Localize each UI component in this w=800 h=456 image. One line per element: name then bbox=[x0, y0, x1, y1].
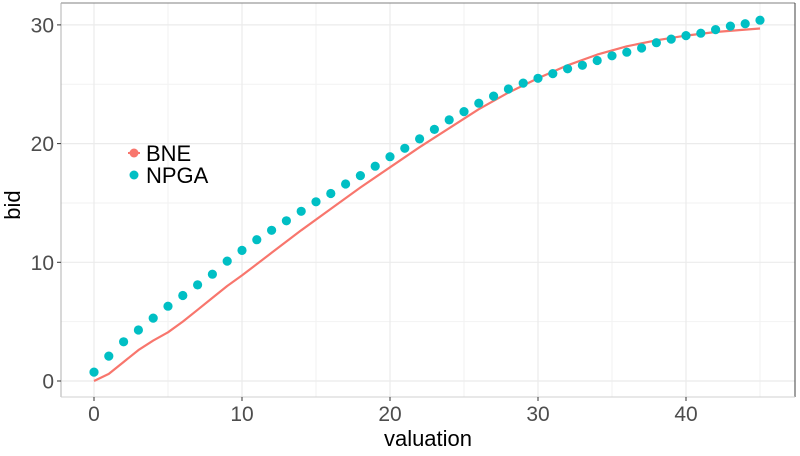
y-tick-label: 0 bbox=[42, 371, 54, 394]
npga-point bbox=[133, 325, 143, 335]
legend-label-npga: NPGA bbox=[146, 163, 209, 188]
npga-point bbox=[163, 301, 173, 311]
npga-point bbox=[370, 161, 380, 171]
npga-point bbox=[104, 351, 114, 361]
x-tick-label: 10 bbox=[230, 403, 253, 426]
npga-point bbox=[577, 60, 588, 70]
npga-point bbox=[607, 51, 617, 61]
npga-point bbox=[711, 25, 721, 35]
npga-point bbox=[459, 107, 469, 117]
npga-point bbox=[237, 245, 247, 255]
y-tick-label: 20 bbox=[31, 133, 54, 156]
npga-point bbox=[518, 78, 528, 88]
npga-point bbox=[444, 115, 454, 125]
y-axis-ticks: 0 10 20 30 bbox=[31, 14, 61, 394]
npga-point bbox=[385, 152, 395, 162]
y-tick-label: 30 bbox=[31, 14, 54, 37]
legend-key-npga-icon bbox=[129, 170, 139, 180]
legend-item-bne: BNE bbox=[128, 141, 191, 166]
legend: BNE NPGA bbox=[128, 141, 209, 188]
npga-point bbox=[222, 256, 232, 266]
npga-point bbox=[311, 197, 321, 207]
npga-series bbox=[89, 15, 765, 377]
x-tick-label: 30 bbox=[526, 403, 549, 426]
grid-major bbox=[61, 3, 795, 397]
legend-item-npga: NPGA bbox=[129, 163, 209, 188]
legend-label-bne: BNE bbox=[146, 141, 191, 166]
npga-point bbox=[503, 84, 513, 94]
bne-line bbox=[93, 27, 761, 382]
npga-point bbox=[178, 290, 188, 301]
npga-point bbox=[474, 98, 484, 108]
npga-point bbox=[148, 313, 158, 323]
npga-point bbox=[725, 21, 736, 31]
y-tick-label: 10 bbox=[31, 252, 54, 275]
plot-panel bbox=[61, 3, 795, 397]
npga-point bbox=[89, 367, 99, 377]
npga-point bbox=[429, 124, 439, 134]
npga-point bbox=[489, 91, 499, 101]
npga-point bbox=[563, 64, 573, 74]
npga-point bbox=[755, 15, 765, 25]
y-axis-title: bid bbox=[0, 190, 25, 219]
npga-point bbox=[207, 269, 217, 279]
npga-point bbox=[666, 34, 676, 44]
npga-point bbox=[592, 55, 602, 66]
x-tick-label: 20 bbox=[378, 403, 401, 426]
npga-point bbox=[281, 216, 291, 226]
npga-point bbox=[740, 19, 750, 29]
npga-point bbox=[681, 30, 691, 41]
x-axis-ticks: 0 10 20 30 40 bbox=[88, 397, 698, 426]
npga-point bbox=[651, 38, 662, 48]
npga-point bbox=[548, 69, 558, 79]
npga-point bbox=[355, 171, 365, 181]
npga-point bbox=[637, 43, 647, 53]
bne-series bbox=[93, 27, 761, 382]
npga-point bbox=[267, 225, 277, 235]
npga-point bbox=[415, 134, 425, 144]
npga-point bbox=[252, 235, 262, 245]
npga-point bbox=[400, 143, 410, 153]
npga-point bbox=[119, 337, 129, 347]
npga-point bbox=[326, 188, 336, 199]
x-tick-label: 40 bbox=[674, 403, 697, 426]
npga-point bbox=[296, 206, 306, 216]
npga-point bbox=[696, 28, 706, 38]
npga-point bbox=[622, 47, 632, 57]
x-tick-label: 0 bbox=[88, 403, 100, 426]
npga-point bbox=[533, 73, 543, 83]
npga-point bbox=[341, 179, 351, 189]
npga-point bbox=[193, 280, 203, 290]
x-axis-title: valuation bbox=[384, 426, 472, 451]
